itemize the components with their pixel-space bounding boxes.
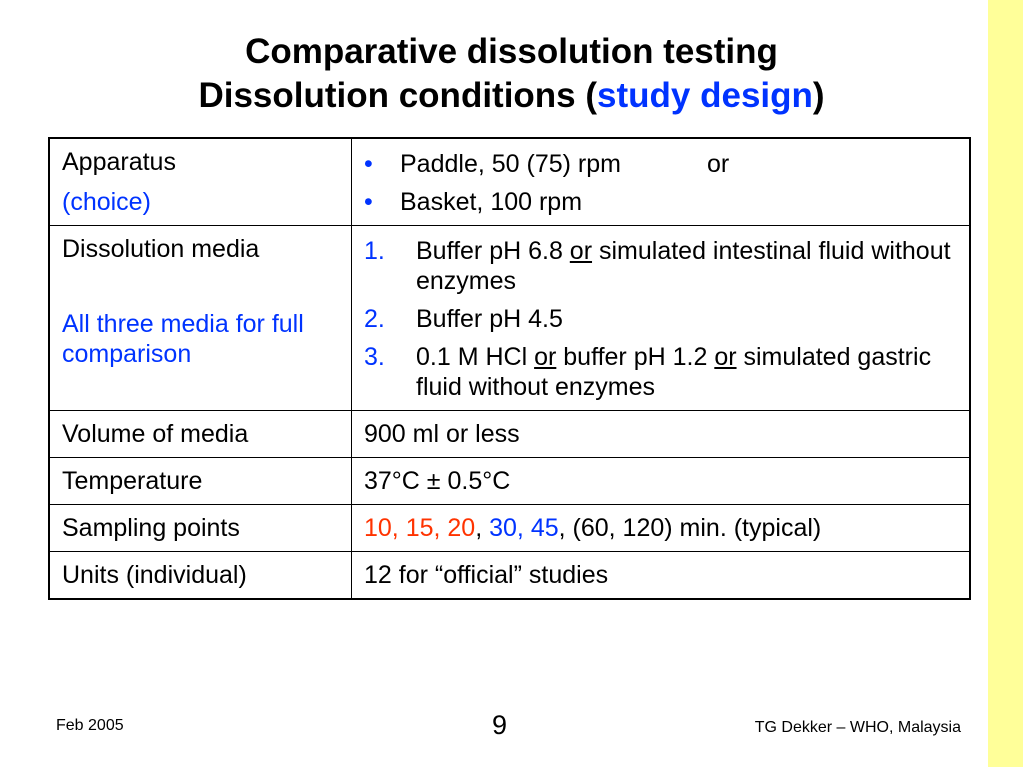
sampling-label: Sampling points bbox=[48, 504, 352, 552]
media-value-cell: 1. Buffer pH 6.8 or simulated intestinal… bbox=[351, 225, 971, 411]
apparatus-option-1: • Paddle, 50 (75) rpm or bbox=[364, 149, 957, 179]
media-label-cell: Dissolution media All three media for fu… bbox=[48, 225, 352, 411]
apparatus-option-2: • Basket, 100 rpm bbox=[364, 187, 957, 217]
sampling-blue-points: 30, 45 bbox=[489, 514, 559, 542]
apparatus-value-cell: • Paddle, 50 (75) rpm or • Basket, 100 rp… bbox=[351, 137, 971, 226]
media-item-3-or-2: or bbox=[714, 343, 737, 371]
title-accent: study design bbox=[597, 76, 813, 115]
footer-author: TG Dekker – WHO, Malaysia bbox=[754, 719, 961, 736]
title-line-2-pre: Dissolution conditions ( bbox=[198, 76, 598, 115]
apparatus-sublabel: (choice) bbox=[62, 188, 151, 216]
volume-label: Volume of media bbox=[48, 410, 352, 458]
slide-title: Comparative dissolution testing Dissolut… bbox=[0, 30, 1023, 118]
media-item-2-num: 2. bbox=[364, 305, 385, 333]
media-item-2: 2. Buffer pH 4.5 bbox=[364, 304, 957, 334]
temperature-value: 37°C ± 0.5°C bbox=[351, 457, 971, 505]
units-value: 12 for “official” studies bbox=[351, 551, 971, 600]
volume-value: 900 ml or less bbox=[351, 410, 971, 458]
apparatus-label-cell: Apparatus (choice) bbox=[48, 137, 352, 226]
table-row-temperature: Temperature 37°C ± 0.5°C bbox=[48, 457, 971, 505]
bullet-icon: • bbox=[364, 150, 373, 178]
table-row-apparatus: Apparatus (choice) • Paddle, 50 (75) rpm… bbox=[48, 137, 971, 226]
media-item-3-mid: buffer pH 1.2 bbox=[556, 343, 715, 371]
units-label: Units (individual) bbox=[48, 551, 352, 600]
sampling-value-cell: 10, 15, 20, 30, 45, (60, 120) min. (typi… bbox=[351, 504, 971, 552]
media-item-3-num: 3. bbox=[364, 343, 385, 371]
sampling-sep: , bbox=[475, 514, 490, 542]
apparatus-option-1-or: or bbox=[706, 150, 730, 178]
table-row-volume: Volume of media 900 ml or less bbox=[48, 410, 971, 458]
media-item-3-post: simulated gastric fluid without enzymes bbox=[416, 343, 932, 401]
media-item-1: 1. Buffer pH 6.8 or simulated intestinal… bbox=[364, 236, 957, 296]
media-label: Dissolution media bbox=[62, 235, 260, 263]
media-item-1-num: 1. bbox=[364, 237, 385, 265]
conditions-table: Apparatus (choice) • Paddle, 50 (75) rpm… bbox=[48, 137, 971, 600]
apparatus-label: Apparatus bbox=[62, 148, 176, 176]
footer-date: Feb 2005 bbox=[56, 717, 124, 734]
media-item-1-post: simulated intestinal fluid without enzym… bbox=[416, 237, 951, 295]
media-item-2-text: Buffer pH 4.5 bbox=[416, 305, 563, 333]
sampling-rest: , (60, 120) min. (typical) bbox=[558, 514, 822, 542]
apparatus-option-1-text: Paddle, 50 (75) rpm bbox=[400, 150, 621, 178]
title-line-2: Dissolution conditions (study design) bbox=[0, 74, 1023, 118]
title-line-1: Comparative dissolution testing bbox=[245, 32, 778, 71]
media-item-1-or: or bbox=[569, 237, 593, 265]
table-row-units: Units (individual) 12 for “official” stu… bbox=[48, 551, 971, 600]
title-line-2-post: ) bbox=[812, 76, 825, 115]
media-item-3-pre: 0.1 M HCl bbox=[416, 343, 535, 371]
footer-page-number: 9 bbox=[492, 710, 508, 740]
temperature-label: Temperature bbox=[48, 457, 352, 505]
bullet-icon: • bbox=[364, 188, 373, 216]
media-item-3: 3. 0.1 M HCl or buffer pH 1.2 or simulat… bbox=[364, 342, 957, 402]
table-row-media: Dissolution media All three media for fu… bbox=[48, 225, 971, 411]
apparatus-option-2-text: Basket, 100 rpm bbox=[400, 188, 583, 216]
media-item-3-or-1: or bbox=[534, 343, 557, 371]
media-note: All three media for full comparison bbox=[62, 310, 304, 368]
media-item-1-pre: Buffer pH 6.8 bbox=[416, 237, 570, 265]
sampling-red-points: 10, 15, 20 bbox=[364, 514, 476, 542]
table-row-sampling: Sampling points 10, 15, 20, 30, 45, (60,… bbox=[48, 504, 971, 552]
side-accent-bar bbox=[988, 0, 1023, 767]
